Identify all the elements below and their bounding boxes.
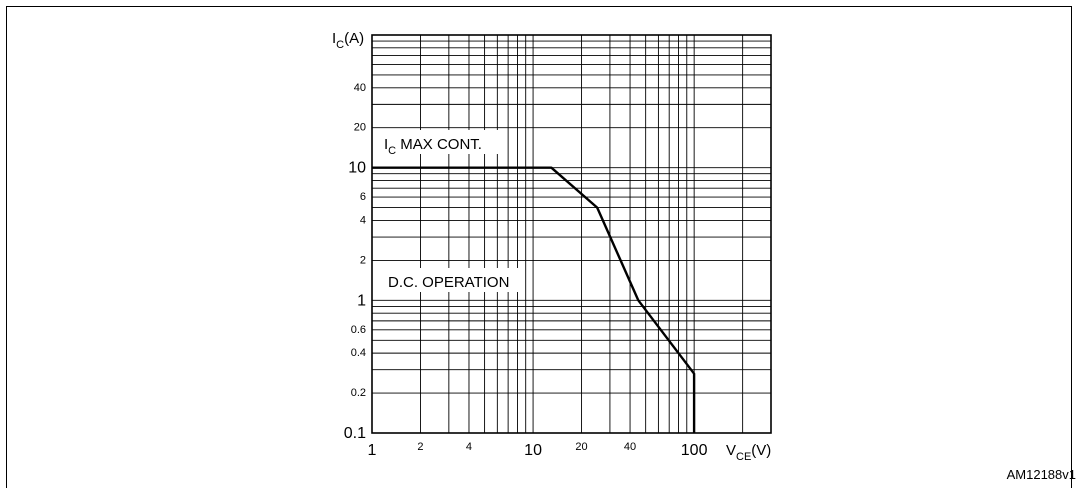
x-tick-label: 2 [417, 441, 423, 453]
y-tick-label: 0.1 [344, 425, 366, 442]
y-tick-label: 2 [360, 254, 366, 266]
plot-area-border [371, 34, 772, 434]
y-tick-label: 10 [348, 160, 366, 177]
x-tick-label: 100 [681, 442, 708, 459]
x-axis-title: VCE(V) [726, 442, 771, 463]
annotation-bg [380, 130, 500, 154]
y-tick-label: 4 [360, 214, 366, 226]
y-axis-title: IC(A) [332, 30, 364, 51]
figure-frame [6, 6, 1072, 488]
x-tick-label: 1 [368, 442, 377, 459]
y-tick-label: 20 [354, 122, 366, 134]
x-tick-label: 20 [575, 441, 587, 453]
y-tick-label: 0.6 [351, 324, 366, 336]
annotation-dc-operation: D.C. OPERATION [388, 274, 509, 291]
y-tick-label: 40 [354, 82, 366, 94]
y-tick-label: 0.4 [351, 347, 366, 359]
x-tick-label: 40 [624, 441, 636, 453]
y-tick-label: 0.2 [351, 387, 366, 399]
y-tick-label: 1 [357, 292, 366, 309]
y-tick-label: 6 [360, 191, 366, 203]
x-tick-label: 4 [466, 441, 472, 453]
figure-reference-code: AM12188v1 [1006, 467, 1076, 482]
annotation-bg [382, 268, 522, 292]
x-tick-label: 10 [524, 442, 542, 459]
annotation-ic-max: IC MAX CONT. [384, 136, 482, 157]
soa-boundary-line [372, 166, 696, 433]
